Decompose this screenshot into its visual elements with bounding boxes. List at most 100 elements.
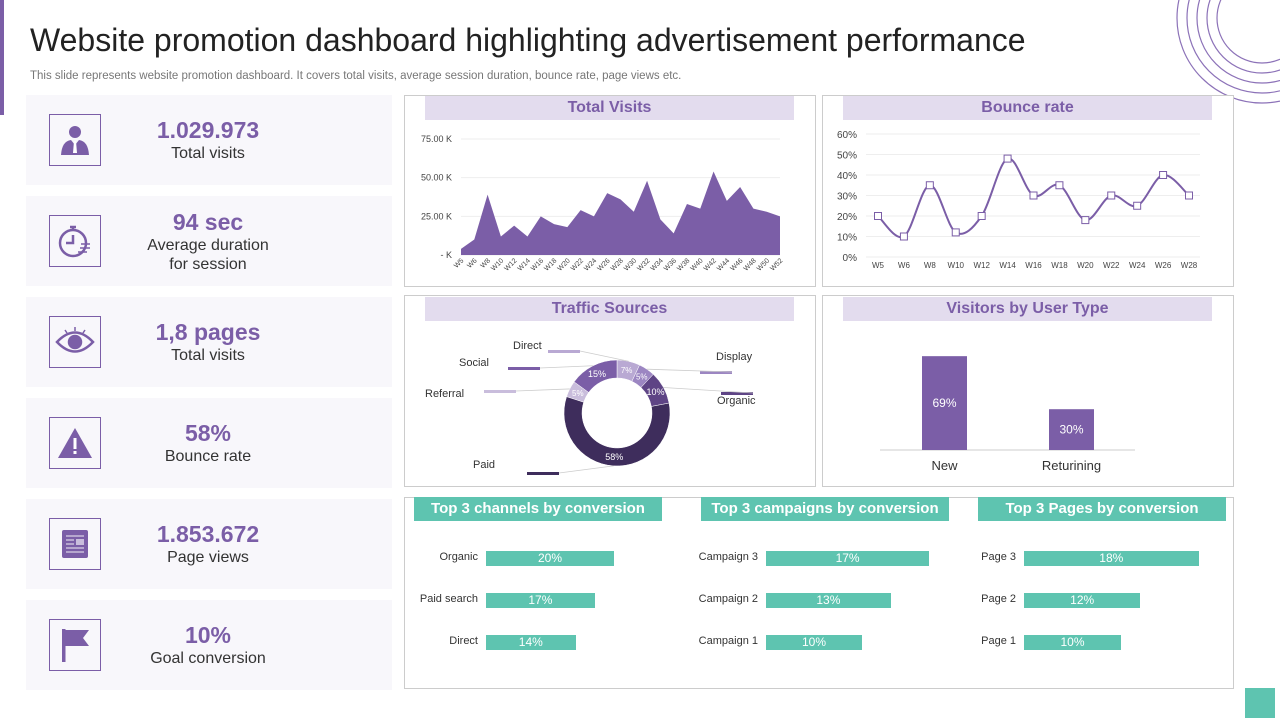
legend-label: Referral bbox=[425, 388, 464, 400]
y-tick-label: 50% bbox=[837, 151, 857, 162]
x-tick-label: W5 bbox=[872, 261, 885, 270]
traffic-sources-title: Traffic Sources bbox=[425, 297, 794, 321]
x-tick-label: W22 bbox=[570, 257, 585, 272]
legend-swatch bbox=[700, 371, 732, 374]
donut-slice bbox=[573, 359, 618, 393]
data-point bbox=[977, 212, 986, 220]
data-point bbox=[1003, 154, 1012, 163]
kpi-card: 10% Goal conversion bbox=[26, 600, 392, 690]
kpi-card: 58% Bounce rate bbox=[26, 398, 392, 488]
businessman-icon bbox=[49, 114, 101, 166]
legend-swatch bbox=[721, 392, 753, 395]
x-tick-label: W16 bbox=[1025, 261, 1042, 270]
eye-icon bbox=[49, 316, 101, 368]
x-tick-label: W50 bbox=[756, 257, 771, 272]
x-tick-label: W12 bbox=[503, 257, 518, 272]
y-tick-label: 10% bbox=[837, 233, 857, 244]
legend-swatch bbox=[484, 390, 516, 393]
campaigns-title: Top 3 campaigns by conversion bbox=[701, 497, 949, 521]
x-tick-label: W14 bbox=[999, 261, 1016, 270]
x-tick-label: W20 bbox=[557, 257, 572, 272]
category-label: Page 2 bbox=[981, 593, 1016, 605]
warning-icon bbox=[49, 417, 101, 469]
x-tick-label: W26 bbox=[1155, 261, 1172, 270]
x-tick-label: W34 bbox=[650, 257, 665, 272]
channels-title: Top 3 channels by conversion bbox=[414, 497, 662, 521]
bar: 14% bbox=[486, 635, 576, 650]
kpi-label: Total visits bbox=[171, 145, 245, 162]
kpi-label: Bounce rate bbox=[164, 448, 252, 465]
y-tick-label: 75.00 K bbox=[421, 134, 452, 144]
pages-title: Top 3 Pages by conversion bbox=[978, 497, 1226, 521]
category-label: Campaign 2 bbox=[698, 593, 758, 605]
bounce-rate-panel bbox=[822, 95, 1234, 287]
corner-square bbox=[1245, 688, 1275, 718]
bar: 10% bbox=[766, 635, 862, 650]
x-tick-label: W5 bbox=[453, 257, 465, 269]
x-tick-label: W6 bbox=[466, 257, 478, 269]
legend-label: Direct bbox=[513, 340, 542, 352]
legend-label: Social bbox=[459, 357, 489, 369]
bar: 20% bbox=[486, 551, 614, 566]
x-tick-label: W26 bbox=[596, 257, 611, 272]
data-point bbox=[874, 212, 882, 220]
x-tick-label: W12 bbox=[973, 261, 990, 270]
category-label: Returining bbox=[1042, 458, 1101, 473]
kpi-value: 1.853.672 bbox=[156, 521, 260, 547]
total-visits-title: Total Visits bbox=[425, 96, 794, 120]
kpi-label: Goal conversion bbox=[150, 650, 266, 667]
kpi-value: 10% bbox=[184, 622, 232, 648]
y-tick-label: 25.00 K bbox=[421, 211, 452, 221]
bar: 18% bbox=[1024, 551, 1199, 566]
bar: 13% bbox=[766, 593, 891, 608]
x-tick-label: W28 bbox=[610, 257, 625, 272]
x-tick-label: W24 bbox=[583, 257, 598, 272]
kpi-label: Total visits bbox=[171, 347, 245, 364]
page-subtitle: This slide represents website promotion … bbox=[30, 70, 682, 82]
category-label: Page 1 bbox=[981, 635, 1016, 647]
kpi-value: 1,8 pages bbox=[155, 319, 261, 345]
kpi-value: 58% bbox=[184, 420, 232, 446]
y-tick-label: - K bbox=[440, 250, 452, 260]
leader-line bbox=[515, 388, 570, 392]
legend-label: Paid bbox=[473, 459, 495, 471]
legend-swatch bbox=[527, 472, 559, 475]
bar bbox=[1049, 409, 1094, 450]
bar-label: 69% bbox=[932, 396, 956, 410]
category-label: Direct bbox=[449, 635, 478, 647]
bar: 17% bbox=[486, 593, 595, 608]
leader-line bbox=[558, 465, 614, 474]
category-label: Paid search bbox=[419, 593, 478, 605]
donut-slice bbox=[563, 396, 671, 467]
category-label: New bbox=[931, 458, 958, 473]
kpi-card: 1.853.672 Page views bbox=[26, 499, 392, 589]
bar-label: 30% bbox=[1059, 423, 1083, 437]
kpi-value: 94 sec bbox=[172, 208, 244, 235]
y-tick-label: 20% bbox=[837, 212, 857, 223]
y-tick-label: 60% bbox=[837, 130, 857, 141]
visitors-title: Visitors by User Type bbox=[843, 297, 1212, 321]
x-tick-label: W52 bbox=[769, 257, 784, 272]
category-label: Campaign 1 bbox=[698, 635, 758, 647]
leader-line bbox=[579, 350, 629, 362]
y-tick-label: 50.00 K bbox=[421, 173, 452, 183]
x-tick-label: W16 bbox=[530, 257, 545, 272]
data-point bbox=[1029, 191, 1038, 200]
traffic-sources-panel bbox=[404, 295, 816, 487]
x-tick-label: W38 bbox=[676, 257, 691, 272]
slice-label: 15% bbox=[588, 369, 606, 379]
category-label: Campaign 3 bbox=[698, 551, 758, 563]
accent-bar bbox=[0, 0, 4, 115]
x-tick-label: W6 bbox=[898, 261, 911, 270]
x-tick-label: W36 bbox=[663, 257, 678, 272]
category-label: Page 3 bbox=[981, 551, 1016, 563]
y-tick-label: 40% bbox=[837, 171, 857, 182]
x-tick-label: W18 bbox=[543, 257, 558, 272]
x-tick-label: W42 bbox=[703, 257, 718, 272]
kpi-value: 1.029.973 bbox=[156, 117, 260, 143]
x-tick-label: W32 bbox=[636, 257, 651, 272]
kpi-card: 1.029.973 Total visits bbox=[26, 95, 392, 185]
x-tick-label: W28 bbox=[1181, 261, 1198, 270]
x-tick-label: W18 bbox=[1051, 261, 1068, 270]
